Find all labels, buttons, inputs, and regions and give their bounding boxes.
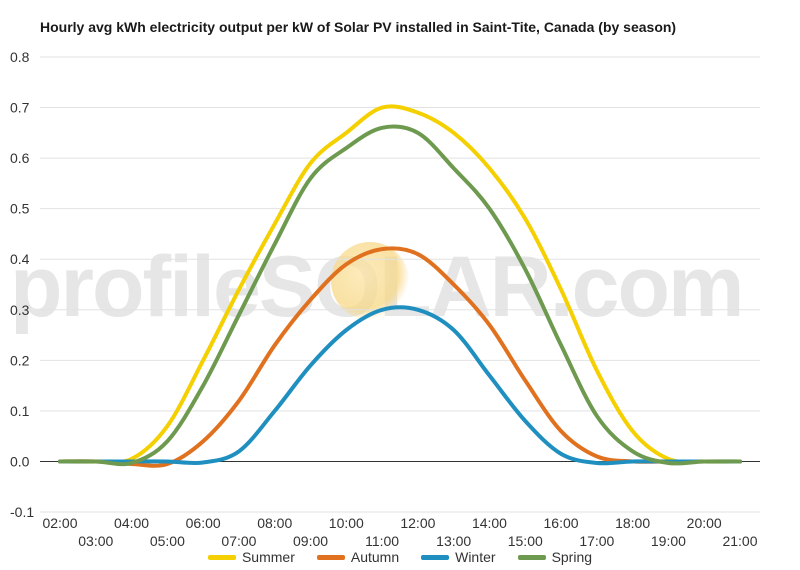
series-line-spring	[58, 124, 742, 467]
x-tick-label: 20:00	[687, 515, 722, 531]
x-tick-label: 11:00	[365, 533, 399, 549]
x-tick-label: 06:00	[186, 515, 221, 531]
series-line-summer	[58, 104, 742, 465]
x-tick-label: 05:00	[150, 533, 185, 549]
legend-item-summer: Summer	[207, 549, 295, 565]
legend-swatch	[207, 554, 236, 560]
legend-swatch	[316, 554, 345, 560]
x-tick-label: 02:00	[42, 515, 77, 531]
x-tick-label: 14:00	[472, 515, 507, 531]
legend-item-spring: Spring	[517, 549, 593, 565]
y-tick-label: 0.6	[10, 150, 30, 166]
y-tick-label: 0.3	[10, 302, 30, 318]
x-tick-label: 12:00	[400, 515, 435, 531]
x-tick-label: 07:00	[221, 533, 256, 549]
x-tick-label: 04:00	[114, 515, 149, 531]
series-lines	[58, 104, 742, 468]
y-tick-label: 0.5	[10, 201, 30, 217]
y-tick-label: 0.8	[10, 49, 30, 65]
x-tick-label: 03:00	[78, 533, 113, 549]
x-tick-label: 18:00	[615, 515, 650, 531]
y-tick-label: 0.2	[10, 352, 30, 368]
x-tick-label: 19:00	[651, 533, 686, 549]
y-tick-label: 0.7	[10, 100, 30, 116]
legend-item-winter: Winter	[421, 549, 496, 565]
legend-label: Spring	[551, 549, 593, 565]
y-tick-label: 0.1	[10, 403, 30, 419]
x-tick-label: 17:00	[579, 533, 614, 549]
x-tick-label: 21:00	[722, 533, 757, 549]
y-tick-label: 0.4	[10, 251, 30, 267]
x-tick-label: 15:00	[508, 533, 543, 549]
x-tick-label: 09:00	[293, 533, 328, 549]
x-tick-label: 13:00	[436, 533, 471, 549]
y-axis-ticks: -0.1 0.0 0.1 0.2 0.3 0.4 0.5 0.6 0.7 0.8	[10, 49, 34, 520]
y-tick-label: -0.1	[10, 504, 34, 520]
x-tick-label: 16:00	[544, 515, 579, 531]
legend-label: Winter	[455, 549, 496, 565]
x-axis-ticks: 02:0003:0004:0005:0006:0007:0008:0009:00…	[42, 515, 757, 549]
legend: Summer Autumn Winter Spring	[0, 549, 800, 565]
y-tick-label: 0.0	[10, 453, 30, 469]
legend-swatch	[517, 554, 546, 560]
legend-label: Summer	[241, 549, 295, 565]
x-tick-label: 10:00	[329, 515, 364, 531]
legend-label: Autumn	[350, 549, 400, 565]
x-tick-label: 08:00	[257, 515, 292, 531]
legend-swatch	[421, 554, 450, 560]
series-line-winter	[58, 305, 742, 466]
legend-item-autumn: Autumn	[316, 549, 400, 565]
chart-title: Hourly avg kWh electricity output per kW…	[40, 19, 677, 35]
grid-lines	[40, 56, 760, 513]
